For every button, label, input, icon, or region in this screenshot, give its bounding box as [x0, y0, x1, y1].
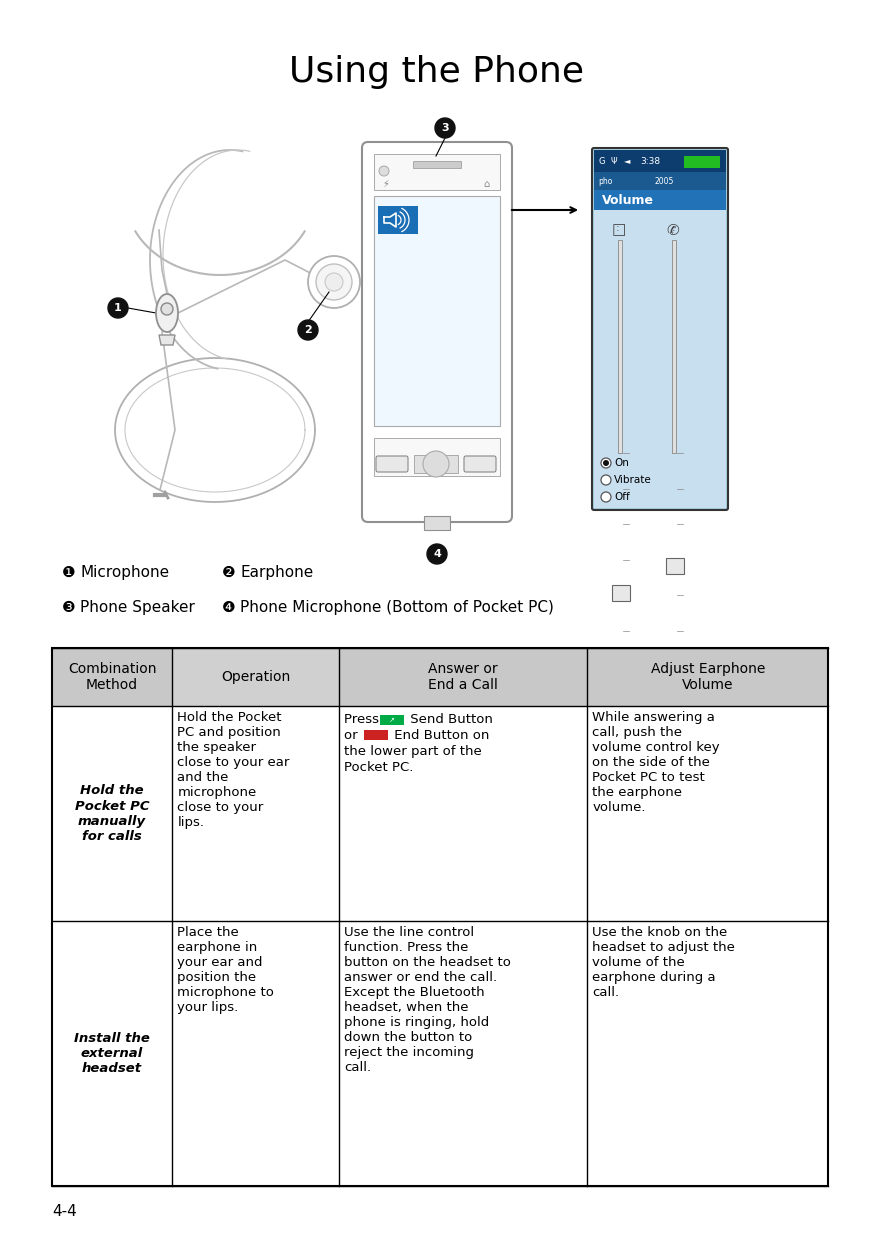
Circle shape — [423, 451, 449, 477]
Text: 2: 2 — [304, 326, 312, 335]
Bar — [684, 156, 720, 168]
Circle shape — [435, 118, 455, 137]
Text: ⌂: ⌂ — [483, 180, 489, 189]
Text: Phone Speaker: Phone Speaker — [80, 599, 194, 614]
Circle shape — [379, 166, 389, 176]
Text: Press: Press — [344, 713, 384, 725]
Text: or: or — [344, 729, 362, 742]
Text: End Button on: End Button on — [390, 729, 489, 742]
Text: Hold the
Pocket PC
manually
for calls: Hold the Pocket PC manually for calls — [75, 785, 149, 843]
Circle shape — [601, 458, 611, 468]
Text: Pocket PC.: Pocket PC. — [344, 761, 413, 774]
Text: ❹: ❹ — [222, 599, 235, 614]
Bar — [594, 172, 726, 189]
Bar — [52, 647, 828, 706]
FancyBboxPatch shape — [362, 142, 512, 522]
Text: Using the Phone: Using the Phone — [289, 54, 583, 89]
Text: pho: pho — [598, 177, 612, 186]
Circle shape — [298, 319, 318, 340]
Text: Combination
Method: Combination Method — [68, 662, 156, 692]
Text: 1: 1 — [114, 303, 122, 313]
Circle shape — [325, 274, 343, 291]
Text: ❷: ❷ — [222, 565, 235, 579]
Bar — [414, 456, 458, 473]
Text: 3:38: 3:38 — [640, 156, 660, 166]
Text: Hold the Pocket
PC and position
the speaker
close to your ear
and the
microphone: Hold the Pocket PC and position the spea… — [177, 711, 290, 829]
Text: Microphone: Microphone — [80, 565, 169, 579]
Text: :: : — [616, 223, 620, 233]
Circle shape — [601, 475, 611, 485]
Text: ↗: ↗ — [389, 717, 395, 723]
Text: 2005: 2005 — [654, 177, 673, 186]
FancyBboxPatch shape — [592, 149, 728, 510]
Text: Answer or
End a Call: Answer or End a Call — [428, 662, 498, 692]
Bar — [52, 647, 828, 1186]
Text: Off: Off — [614, 491, 630, 501]
Text: G: G — [598, 156, 604, 166]
Text: □: □ — [612, 223, 626, 238]
Circle shape — [108, 298, 128, 318]
Text: ✆: ✆ — [666, 223, 678, 238]
Text: Adjust Earphone
Volume: Adjust Earphone Volume — [651, 662, 765, 692]
Bar — [374, 154, 500, 189]
Text: Volume: Volume — [602, 193, 654, 207]
Text: On: On — [614, 458, 629, 468]
Bar — [666, 558, 684, 573]
Text: Use the knob on the
headset to adjust the
volume of the
earphone during a
call.: Use the knob on the headset to adjust th… — [592, 926, 735, 999]
Text: 3: 3 — [441, 123, 449, 132]
Bar — [594, 150, 726, 172]
Text: Phone Microphone (Bottom of Pocket PC): Phone Microphone (Bottom of Pocket PC) — [240, 599, 554, 614]
Text: Operation: Operation — [221, 670, 290, 685]
Text: ❸: ❸ — [62, 599, 76, 614]
Bar — [364, 730, 388, 740]
Text: ⚡: ⚡ — [383, 180, 390, 189]
Bar — [173, 647, 339, 706]
Text: Vibrate: Vibrate — [614, 475, 651, 485]
Text: Use the line control
function. Press the
button on the headset to
answer or end : Use the line control function. Press the… — [344, 926, 511, 1075]
Bar — [672, 240, 676, 453]
Text: Ψ: Ψ — [610, 156, 617, 166]
Text: Install the
external
headset: Install the external headset — [74, 1032, 150, 1075]
Circle shape — [161, 303, 173, 314]
Bar — [378, 206, 418, 234]
Text: While answering a
call, push the
volume control key
on the side of the
Pocket PC: While answering a call, push the volume … — [592, 711, 720, 815]
Bar — [374, 438, 500, 475]
Bar — [594, 189, 726, 210]
Bar — [618, 240, 622, 453]
Bar — [612, 586, 630, 602]
Text: Earphone: Earphone — [240, 565, 313, 579]
Text: Place the
earphone in
your ear and
position the
microphone to
your lips.: Place the earphone in your ear and posit… — [177, 926, 274, 1014]
Circle shape — [308, 256, 360, 308]
Bar — [374, 196, 500, 426]
Text: ❶: ❶ — [62, 565, 76, 579]
Text: 4-4: 4-4 — [52, 1205, 77, 1219]
Bar — [413, 161, 461, 168]
Circle shape — [603, 461, 609, 465]
Text: the lower part of the: the lower part of the — [344, 745, 482, 758]
Bar — [424, 516, 450, 530]
Ellipse shape — [156, 293, 178, 332]
Text: Send Button: Send Button — [406, 713, 493, 725]
Text: 4: 4 — [433, 548, 441, 560]
Text: :: : — [672, 223, 676, 233]
Circle shape — [316, 264, 352, 300]
Text: ◄: ◄ — [624, 156, 630, 166]
Circle shape — [427, 543, 447, 565]
FancyBboxPatch shape — [464, 456, 496, 472]
Circle shape — [601, 491, 611, 501]
Bar — [594, 210, 726, 508]
Bar — [380, 716, 404, 725]
Polygon shape — [159, 335, 175, 345]
FancyBboxPatch shape — [376, 456, 408, 472]
